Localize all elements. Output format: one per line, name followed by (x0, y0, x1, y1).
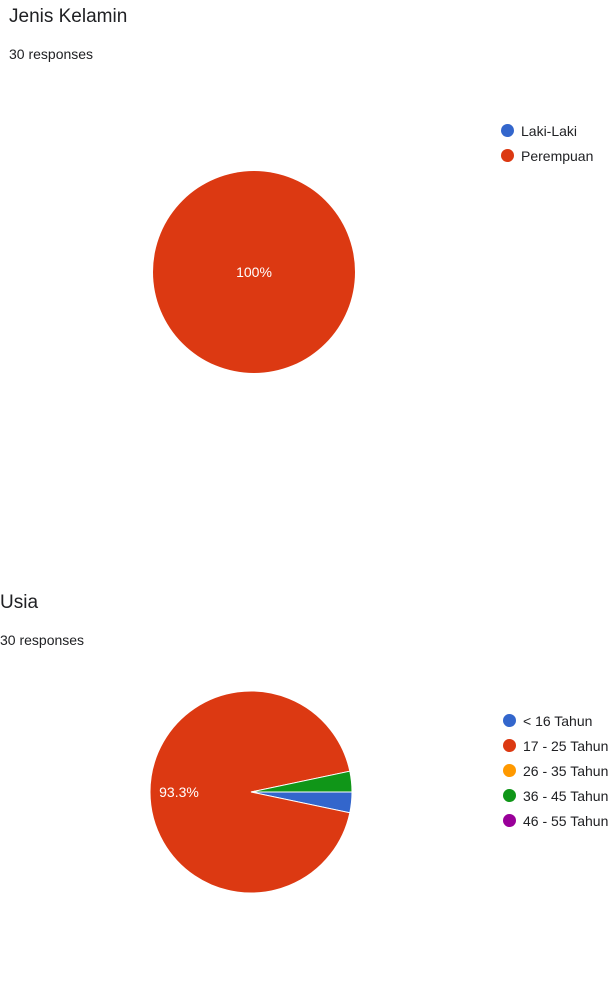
legend-item-laki-laki[interactable]: Laki-Laki (501, 118, 593, 143)
legend-swatch (503, 789, 516, 802)
legend-swatch (503, 714, 516, 727)
legend-label: Laki-Laki (521, 122, 578, 139)
pie-data-label: 100% (236, 264, 272, 280)
legend-swatch (503, 764, 516, 777)
chart-card-usia: Usia 30 responses 93.3% < 16 Tahun 17 - 2… (0, 580, 611, 1006)
pie-data-label: 93.3% (159, 784, 199, 800)
legend-label: 36 - 45 Tahun (523, 787, 609, 804)
chart-legend: < 16 Tahun 17 - 25 Tahun 26 - 35 Tahun 36 -… (503, 708, 608, 833)
legend-label: 17 - 25 Tahun (523, 737, 609, 754)
pie-slice-perempuan (153, 171, 355, 373)
legend-item-16-tahun[interactable]: < 16 Tahun (503, 708, 608, 733)
chart-card-jenis-kelamin: Jenis Kelamin 30 responses 100% Laki-Lak… (9, 6, 593, 373)
legend-swatch (501, 149, 514, 162)
legend-item-perempuan[interactable]: Perempuan (501, 143, 593, 168)
pie-chart-usia: 93.3% (149, 690, 353, 894)
legend-label: 26 - 35 Tahun (523, 762, 609, 779)
chart-title: Jenis Kelamin (9, 6, 128, 27)
response-count: 30 responses (0, 632, 85, 648)
legend-label: < 16 Tahun (523, 712, 593, 729)
pie-slice-36-45-tahun (250, 770, 353, 793)
legend-swatch (501, 124, 514, 137)
legend-item-26-35-tahun[interactable]: 26 - 35 Tahun (503, 758, 608, 783)
chart-title: Usia (0, 592, 39, 613)
legend-label: 46 - 55 Tahun (523, 812, 609, 829)
legend-swatch (503, 739, 516, 752)
legend-label: Perempuan (521, 147, 594, 164)
legend-swatch (503, 814, 516, 827)
response-count: 30 responses (9, 46, 94, 62)
legend-item-17-25-tahun[interactable]: 17 - 25 Tahun (503, 733, 608, 758)
pie-slice-17-25-tahun (149, 690, 351, 894)
chart-legend: Laki-Laki Perempuan (501, 118, 593, 168)
legend-item-46-55-tahun[interactable]: 46 - 55 Tahun (503, 808, 608, 833)
legend-item-36-45-tahun[interactable]: 36 - 45 Tahun (503, 783, 608, 808)
pie-chart-jenis-kelamin: 100% (153, 171, 355, 373)
